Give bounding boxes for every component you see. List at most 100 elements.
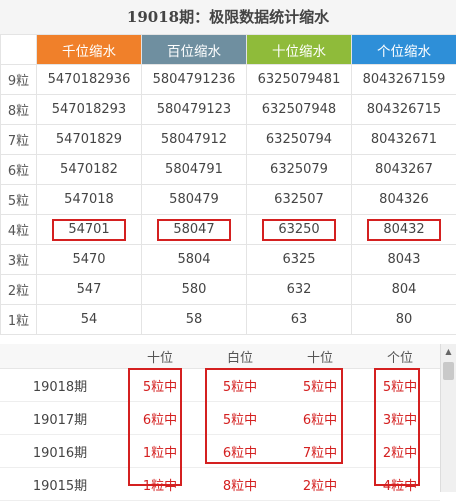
hit-result: 3粒中 bbox=[360, 402, 440, 435]
table-cell: 63250794 bbox=[247, 125, 352, 155]
history-row: 19015期 1粒中 8粒中 2粒中 4粒中 bbox=[0, 468, 440, 501]
vertical-scrollbar[interactable]: ▲ bbox=[440, 344, 456, 492]
table-row: 2粒 547 580 632 804 bbox=[1, 275, 456, 305]
table-cell: 547 bbox=[37, 275, 142, 305]
table-cell: 58047 bbox=[142, 215, 247, 245]
table-cell: 5470182 bbox=[37, 155, 142, 185]
table-cell: 580479123 bbox=[142, 95, 247, 125]
table-cell: 5470182936 bbox=[37, 65, 142, 95]
hit-result: 2粒中 bbox=[360, 435, 440, 468]
table-cell: 632 bbox=[247, 275, 352, 305]
table-row: 3粒 5470 5804 6325 8043 bbox=[1, 245, 456, 275]
table-cell: 5470 bbox=[37, 245, 142, 275]
hit-result: 5粒中 bbox=[120, 369, 200, 402]
table-cell: 6325079 bbox=[247, 155, 352, 185]
table-cell: 80432 bbox=[352, 215, 456, 245]
history-row: 19016期 1粒中 6粒中 7粒中 2粒中 bbox=[0, 435, 440, 468]
column-header-tens[interactable]: 十位缩水 bbox=[247, 35, 352, 65]
table-row: 6粒 5470182 5804791 6325079 8043267 bbox=[1, 155, 456, 185]
table-cell: 6325 bbox=[247, 245, 352, 275]
hit-result: 5粒中 bbox=[280, 369, 360, 402]
history-table: 十位 白位 十位 个位 19018期 5粒中 5粒中 5粒中 5粒中 19017… bbox=[0, 344, 440, 501]
table-cell: 63 bbox=[247, 305, 352, 335]
table-cell: 547018293 bbox=[37, 95, 142, 125]
table-row: 8粒 547018293 580479123 632507948 8043267… bbox=[1, 95, 456, 125]
history-header-tens-b: 十位 bbox=[280, 344, 360, 369]
table-cell: 580 bbox=[142, 275, 247, 305]
history-header-hundreds: 白位 bbox=[200, 344, 280, 369]
column-header-hundreds[interactable]: 百位缩水 bbox=[142, 35, 247, 65]
table-cell: 632507 bbox=[247, 185, 352, 215]
issue-number: 19015期 bbox=[0, 468, 120, 501]
hit-result: 8粒中 bbox=[200, 468, 280, 501]
section-divider bbox=[0, 336, 456, 344]
column-header-units[interactable]: 个位缩水 bbox=[352, 35, 456, 65]
table-row-highlighted: 4粒 54701 58047 63250 80432 bbox=[1, 215, 456, 245]
row-label: 3粒 bbox=[1, 245, 37, 275]
table-cell: 8043267159 bbox=[352, 65, 456, 95]
table-row: 5粒 547018 580479 632507 804326 bbox=[1, 185, 456, 215]
shrink-table: 千位缩水 百位缩水 十位缩水 个位缩水 9粒 5470182936 580479… bbox=[0, 34, 456, 335]
column-header-thousands[interactable]: 千位缩水 bbox=[37, 35, 142, 65]
table-cell: 804 bbox=[352, 275, 456, 305]
table-cell: 804326 bbox=[352, 185, 456, 215]
issue-number: 19016期 bbox=[0, 435, 120, 468]
hit-result: 4粒中 bbox=[360, 468, 440, 501]
row-label: 7粒 bbox=[1, 125, 37, 155]
issue-number: 19018期 bbox=[0, 369, 120, 402]
shrink-table-header: 千位缩水 百位缩水 十位缩水 个位缩水 bbox=[1, 35, 456, 65]
history-header-units: 个位 bbox=[360, 344, 440, 369]
scroll-thumb[interactable] bbox=[443, 362, 454, 380]
hit-result: 2粒中 bbox=[280, 468, 360, 501]
table-cell: 54701829 bbox=[37, 125, 142, 155]
table-cell: 54 bbox=[37, 305, 142, 335]
highlighted-value: 54701 bbox=[52, 219, 125, 241]
table-row: 1粒 54 58 63 80 bbox=[1, 305, 456, 335]
table-cell: 5804791236 bbox=[142, 65, 247, 95]
row-label: 9粒 bbox=[1, 65, 37, 95]
corner-cell bbox=[1, 35, 37, 65]
row-label: 5粒 bbox=[1, 185, 37, 215]
row-label: 8粒 bbox=[1, 95, 37, 125]
history-row: 19017期 6粒中 5粒中 6粒中 3粒中 bbox=[0, 402, 440, 435]
history-row: 19018期 5粒中 5粒中 5粒中 5粒中 bbox=[0, 369, 440, 402]
row-label: 6粒 bbox=[1, 155, 37, 185]
history-header-tens-a: 十位 bbox=[120, 344, 200, 369]
highlighted-value: 80432 bbox=[367, 219, 440, 241]
hit-result: 7粒中 bbox=[280, 435, 360, 468]
hit-result: 5粒中 bbox=[360, 369, 440, 402]
highlighted-value: 58047 bbox=[157, 219, 230, 241]
hit-result: 6粒中 bbox=[280, 402, 360, 435]
page-title: 19018期：极限数据统计缩水 bbox=[0, 0, 456, 34]
table-cell: 6325079481 bbox=[247, 65, 352, 95]
history-header-issue bbox=[0, 344, 120, 369]
row-label: 4粒 bbox=[1, 215, 37, 245]
table-cell: 8043 bbox=[352, 245, 456, 275]
table-cell: 58 bbox=[142, 305, 247, 335]
highlighted-value: 63250 bbox=[262, 219, 335, 241]
table-cell: 547018 bbox=[37, 185, 142, 215]
table-cell: 63250 bbox=[247, 215, 352, 245]
row-label: 2粒 bbox=[1, 275, 37, 305]
row-label: 1粒 bbox=[1, 305, 37, 335]
hit-result: 1粒中 bbox=[120, 435, 200, 468]
table-cell: 8043267 bbox=[352, 155, 456, 185]
issue-number: 19017期 bbox=[0, 402, 120, 435]
table-row: 7粒 54701829 58047912 63250794 80432671 bbox=[1, 125, 456, 155]
table-row: 9粒 5470182936 5804791236 6325079481 8043… bbox=[1, 65, 456, 95]
table-cell: 804326715 bbox=[352, 95, 456, 125]
hit-result: 6粒中 bbox=[120, 402, 200, 435]
table-cell: 80432671 bbox=[352, 125, 456, 155]
hit-result: 1粒中 bbox=[120, 468, 200, 501]
hit-result: 6粒中 bbox=[200, 435, 280, 468]
table-cell: 54701 bbox=[37, 215, 142, 245]
table-cell: 5804 bbox=[142, 245, 247, 275]
table-cell: 80 bbox=[352, 305, 456, 335]
hit-result: 5粒中 bbox=[200, 369, 280, 402]
hit-result: 5粒中 bbox=[200, 402, 280, 435]
table-cell: 58047912 bbox=[142, 125, 247, 155]
table-cell: 5804791 bbox=[142, 155, 247, 185]
history-header: 十位 白位 十位 个位 bbox=[0, 344, 440, 369]
scroll-up-arrow-icon[interactable]: ▲ bbox=[441, 344, 456, 360]
table-cell: 632507948 bbox=[247, 95, 352, 125]
